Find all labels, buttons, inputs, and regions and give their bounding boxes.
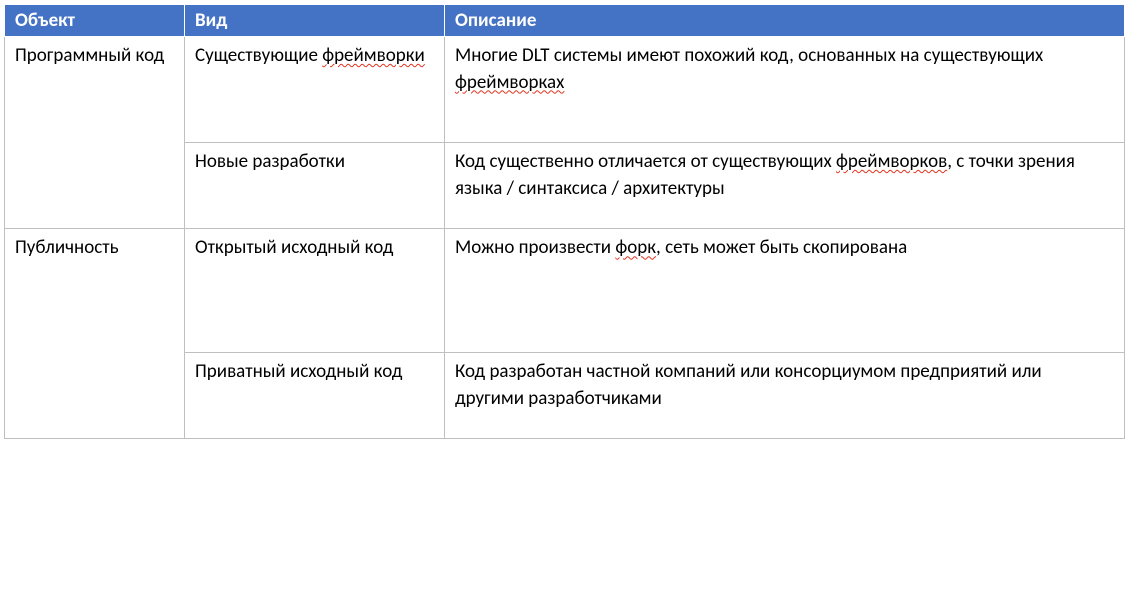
text: , сеть может быть скопирована [656, 236, 907, 259]
text: Открытый исходный код [195, 236, 393, 259]
text: Приватный исходный код [195, 360, 402, 383]
col-header-object: Объект [5, 5, 185, 37]
cell-kind: Приватный исходный код [185, 352, 445, 438]
cell-kind: Новые разработки [185, 143, 445, 229]
text: Существующие [195, 44, 322, 67]
text: Многие DLT системы имеют похожий код, ос… [455, 44, 1043, 67]
col-header-kind: Вид [185, 5, 445, 37]
table-header-row: Объект Вид Описание [5, 5, 1125, 37]
cell-object: Публичность [5, 229, 185, 439]
dlt-classification-table: Объект Вид Описание Программный код Суще… [4, 4, 1125, 439]
cell-kind: Существующие фреймворки [185, 37, 445, 143]
table-row: Публичность Открытый исходный код Можно … [5, 229, 1125, 353]
text: Новые разработки [195, 150, 345, 173]
cell-desc: Многие DLT системы имеют похожий код, ос… [445, 37, 1125, 143]
table-row: Программный код Существующие фреймворки … [5, 37, 1125, 143]
cell-object: Программный код [5, 37, 185, 229]
col-header-desc: Описание [445, 5, 1125, 37]
spelling-error: фреймворках [455, 71, 564, 94]
spelling-error: фреймворки [322, 44, 425, 67]
text: Код разработан частной компаний или конс… [455, 360, 1042, 410]
cell-desc: Код разработан частной компаний или конс… [445, 352, 1125, 438]
text: Код существенно отличается от существующ… [455, 150, 836, 173]
cell-desc: Можно произвести форк, сеть может быть с… [445, 229, 1125, 353]
spelling-error: форк [615, 236, 656, 259]
cell-kind: Открытый исходный код [185, 229, 445, 353]
spelling-error: фреймворков [836, 150, 947, 173]
text: Можно произвести [455, 236, 615, 259]
cell-desc: Код существенно отличается от существующ… [445, 143, 1125, 229]
